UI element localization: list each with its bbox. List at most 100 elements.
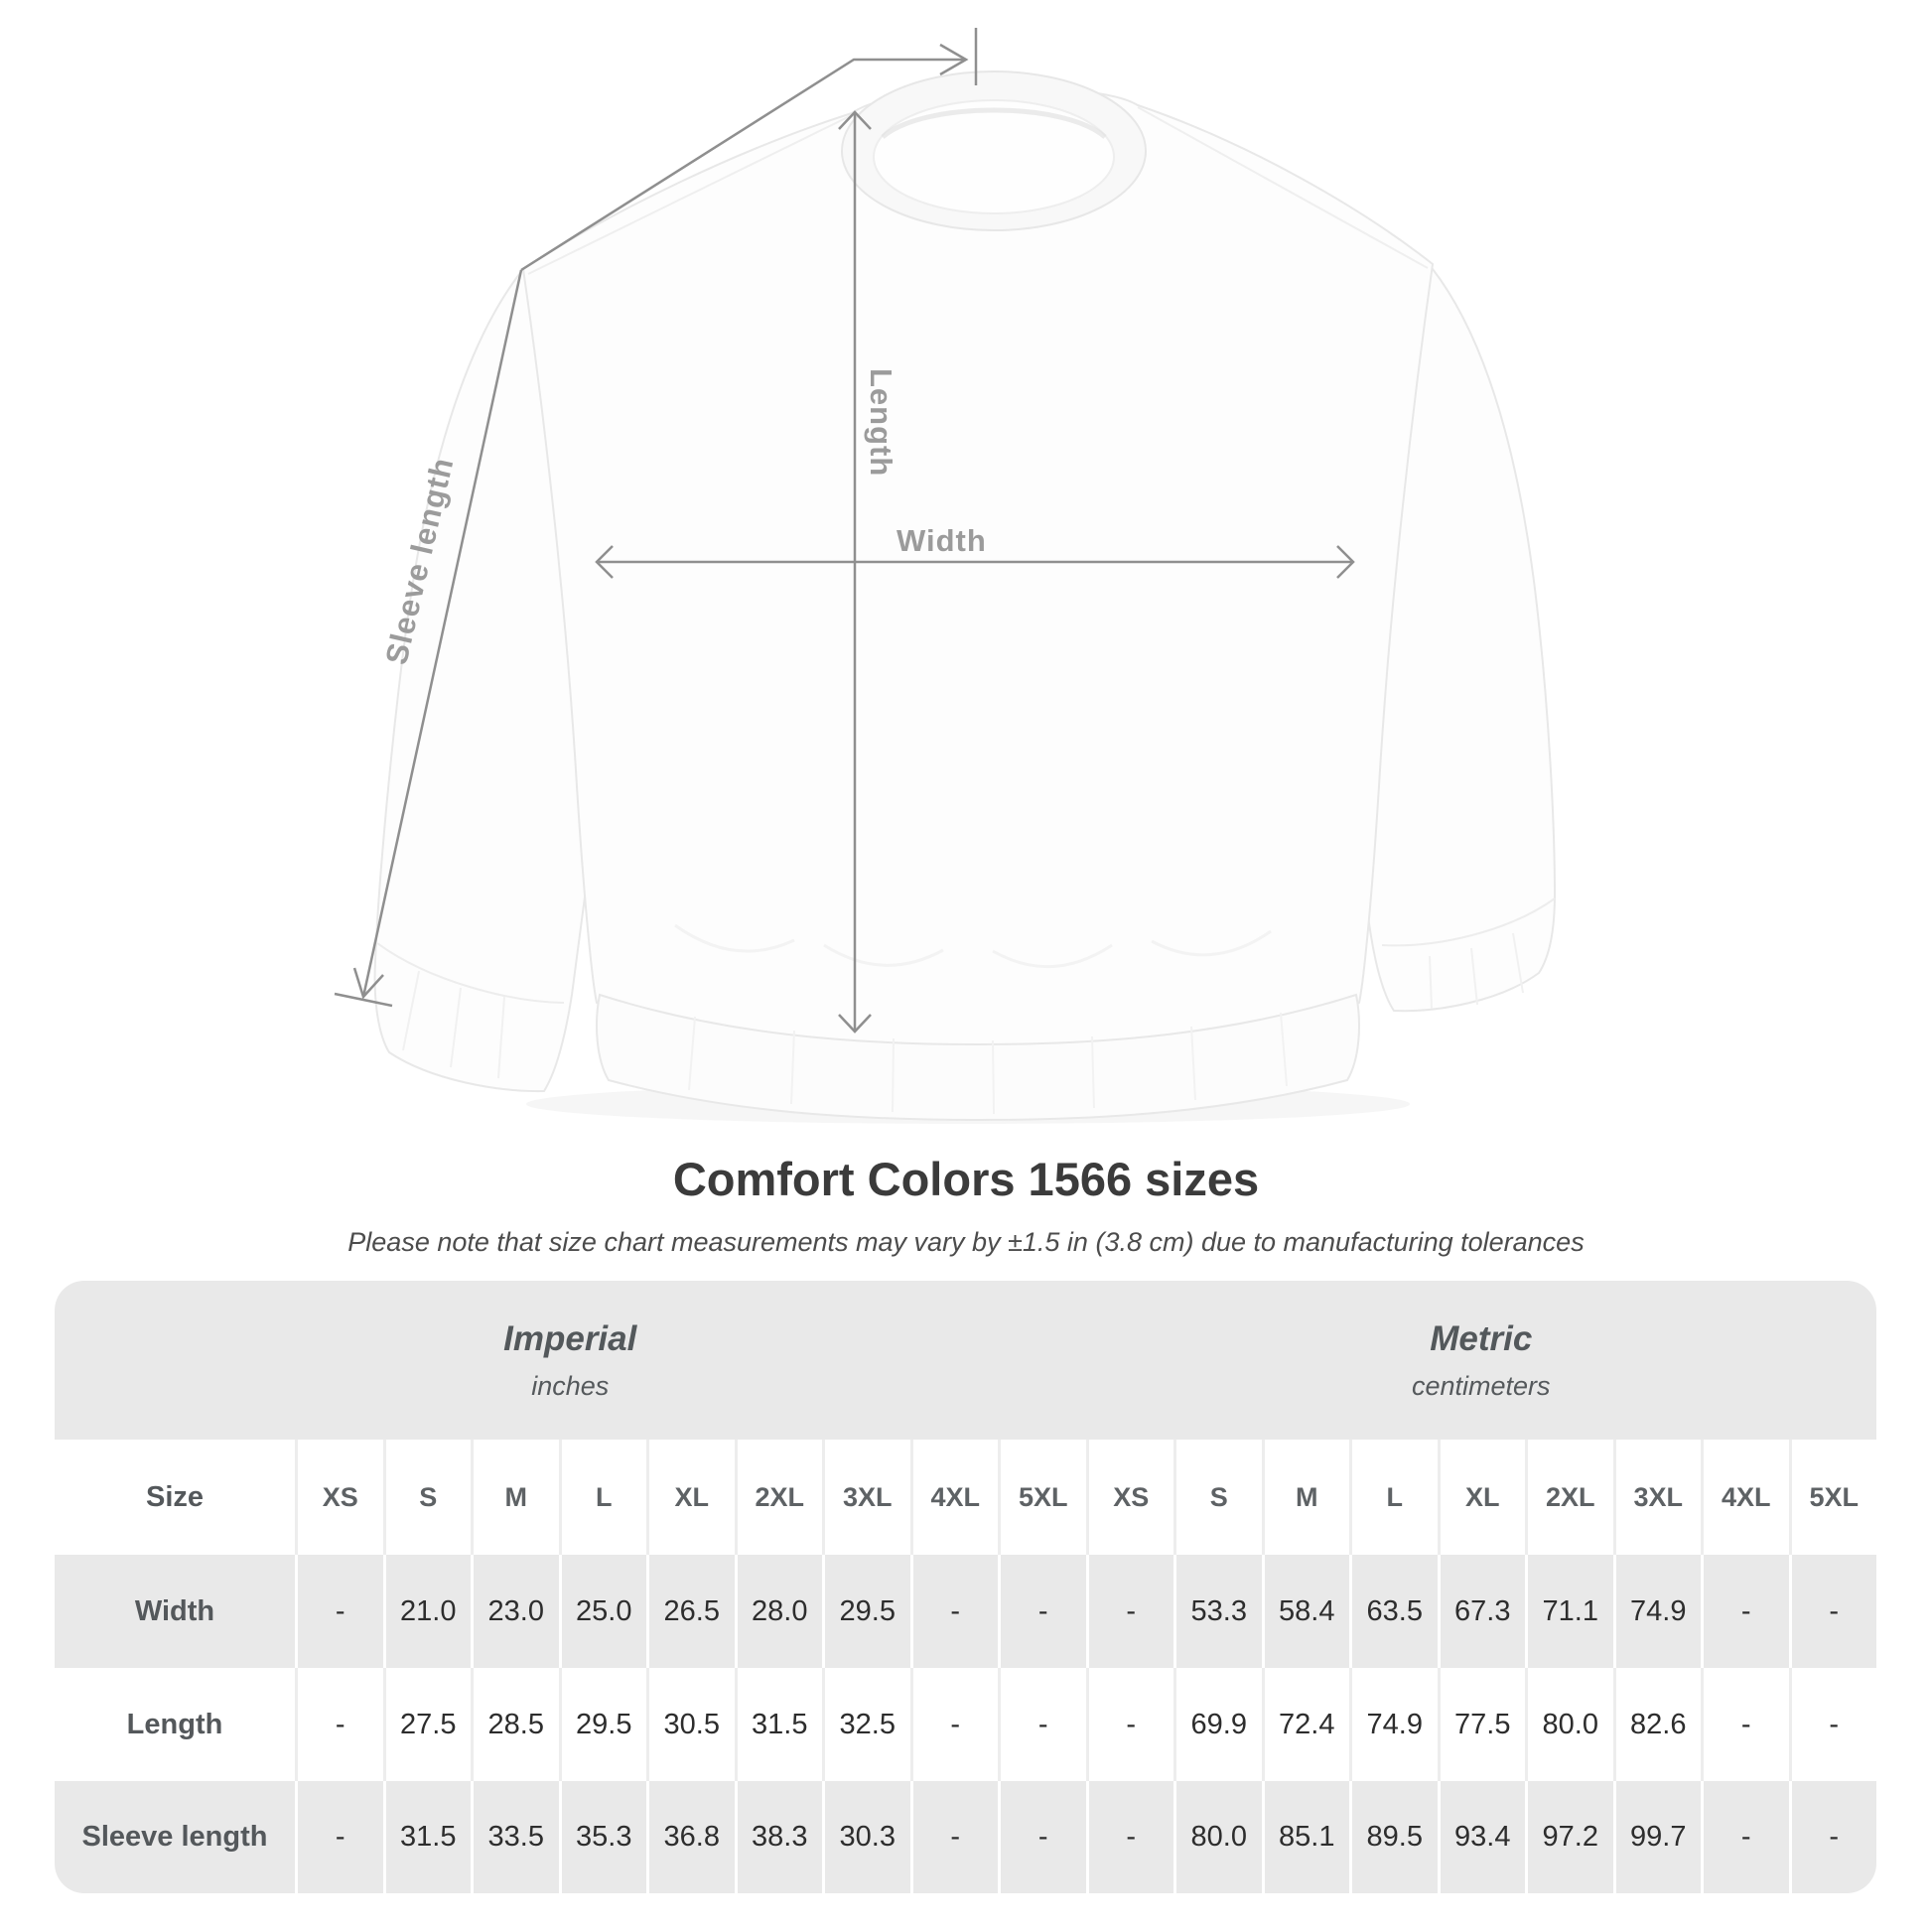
size-header-cell: L (558, 1440, 647, 1555)
collar-inner-shadow (881, 107, 1107, 139)
right-cuff-seam (1381, 897, 1556, 947)
value-cell: 97.2 (1525, 1781, 1613, 1893)
value-cell: 28.0 (734, 1555, 823, 1668)
unit-group-header-row: Imperial inches Metric centimeters (55, 1281, 1876, 1440)
value-cell: 31.5 (734, 1668, 823, 1781)
value-cell: 26.5 (646, 1555, 735, 1668)
product-measurement-diagram: Length Width Sleeve length (334, 28, 1557, 1122)
value-cell: 72.4 (1261, 1668, 1350, 1781)
value-cell: 67.3 (1437, 1555, 1526, 1668)
size-header-cell: 5XL (998, 1440, 1086, 1555)
size-header-cell: S (1173, 1440, 1262, 1555)
size-header-cell: XS (295, 1440, 383, 1555)
imperial-group-header: Imperial inches (55, 1281, 1086, 1440)
size-header-row: Size XS S M L XL 2XL 3XL 4XL 5XL XS S M … (55, 1440, 1876, 1555)
value-cell: 21.0 (382, 1555, 472, 1668)
tolerance-note: Please note that size chart measurements… (347, 1227, 1585, 1257)
fabric-wrinkles (674, 923, 1272, 968)
value-cell: - (1788, 1781, 1877, 1893)
value-cell: 58.4 (1261, 1555, 1350, 1668)
right-arrowhead-icon (939, 43, 969, 76)
size-header-cell: 3XL (822, 1440, 910, 1555)
sleeve-end-tick (334, 992, 393, 1008)
value-cell: - (295, 1781, 383, 1893)
size-header-cell: 3XL (1612, 1440, 1702, 1555)
value-cell: 53.3 (1173, 1555, 1262, 1668)
sleeve-start-guide-line (520, 58, 965, 272)
value-cell: 28.5 (471, 1668, 559, 1781)
value-cell: 29.5 (822, 1555, 910, 1668)
value-cell: 25.0 (558, 1555, 647, 1668)
value-cell: 85.1 (1261, 1781, 1350, 1893)
value-cell: - (1085, 1555, 1174, 1668)
imperial-unit-label: inches (531, 1370, 610, 1401)
size-table: Imperial inches Metric centimeters Size … (55, 1281, 1876, 1893)
value-cell: 38.3 (734, 1781, 823, 1893)
value-cell: 30.5 (646, 1668, 735, 1781)
size-header-cell: L (1349, 1440, 1438, 1555)
size-header-cell: 2XL (1525, 1440, 1613, 1555)
row-label-width: Width (134, 1594, 215, 1627)
value-cell: - (1788, 1668, 1877, 1781)
width-label: Width (897, 523, 987, 558)
size-header-cell: M (471, 1440, 559, 1555)
size-header-cell: 5XL (1788, 1440, 1877, 1555)
value-cell: 71.1 (1525, 1555, 1613, 1668)
value-cell: 80.0 (1173, 1781, 1262, 1893)
value-cell: - (295, 1668, 383, 1781)
sleeve-length-row: Sleeve length - 31.5 33.5 35.3 36.8 38.3… (55, 1781, 1876, 1893)
value-cell: 77.5 (1437, 1668, 1526, 1781)
value-cell: 89.5 (1349, 1781, 1438, 1893)
value-cell: - (295, 1555, 383, 1668)
metric-group-header: Metric centimeters (1086, 1281, 1877, 1440)
measurement-annotations (334, 28, 1355, 1034)
value-cell: 32.5 (822, 1668, 910, 1781)
value-cell: 63.5 (1349, 1555, 1438, 1668)
value-cell: 27.5 (382, 1668, 472, 1781)
size-header-cell: 4XL (909, 1440, 999, 1555)
row-label-sleeve-length: Sleeve length (81, 1821, 268, 1853)
length-row: Length - 27.5 28.5 29.5 30.5 31.5 32.5 -… (55, 1668, 1876, 1781)
right-arrowhead-icon (1336, 545, 1355, 579)
size-header-cell: M (1261, 1440, 1350, 1555)
shoulder-seams (527, 106, 1429, 275)
value-cell: - (1788, 1555, 1877, 1668)
left-cuff-seam (376, 942, 565, 1004)
waistband (596, 993, 1360, 1122)
width-row: Width - 21.0 23.0 25.0 26.5 28.0 29.5 - … (55, 1555, 1876, 1668)
value-cell: - (1701, 1668, 1789, 1781)
value-cell: 30.3 (822, 1781, 910, 1893)
value-cell: 80.0 (1525, 1668, 1613, 1781)
down-arrowhead-icon (838, 1014, 872, 1034)
value-cell: - (1701, 1781, 1789, 1893)
imperial-label: Imperial (503, 1318, 637, 1358)
value-cell: 23.0 (471, 1555, 559, 1668)
value-cell: 31.5 (382, 1781, 472, 1893)
left-cuff-ribs (402, 970, 505, 1079)
value-cell: 33.5 (471, 1781, 559, 1893)
left-arrowhead-icon (595, 545, 614, 579)
value-cell: - (998, 1668, 1086, 1781)
value-cell: 29.5 (558, 1668, 647, 1781)
size-header-cell: 4XL (1701, 1440, 1789, 1555)
value-cell: - (909, 1555, 999, 1668)
value-cell: - (909, 1781, 999, 1893)
up-arrowhead-icon (838, 110, 872, 130)
value-cell: - (1701, 1555, 1789, 1668)
value-cell: 74.9 (1349, 1668, 1438, 1781)
page-title: Comfort Colors 1566 sizes (672, 1153, 1260, 1205)
value-cell: 93.4 (1437, 1781, 1526, 1893)
size-header-cell: S (382, 1440, 472, 1555)
body (521, 86, 1435, 1072)
size-header-cell: 2XL (734, 1440, 823, 1555)
size-header-cell: XL (1437, 1440, 1526, 1555)
size-header-cell: XS (1085, 1440, 1174, 1555)
waistband-ribs (688, 1012, 1288, 1115)
size-header-cell: XL (646, 1440, 735, 1555)
metric-label: Metric (1430, 1318, 1533, 1358)
value-cell: 36.8 (646, 1781, 735, 1893)
sweatshirt-illustration (334, 28, 1557, 1122)
value-cell: 35.3 (558, 1781, 647, 1893)
value-cell: - (998, 1781, 1086, 1893)
